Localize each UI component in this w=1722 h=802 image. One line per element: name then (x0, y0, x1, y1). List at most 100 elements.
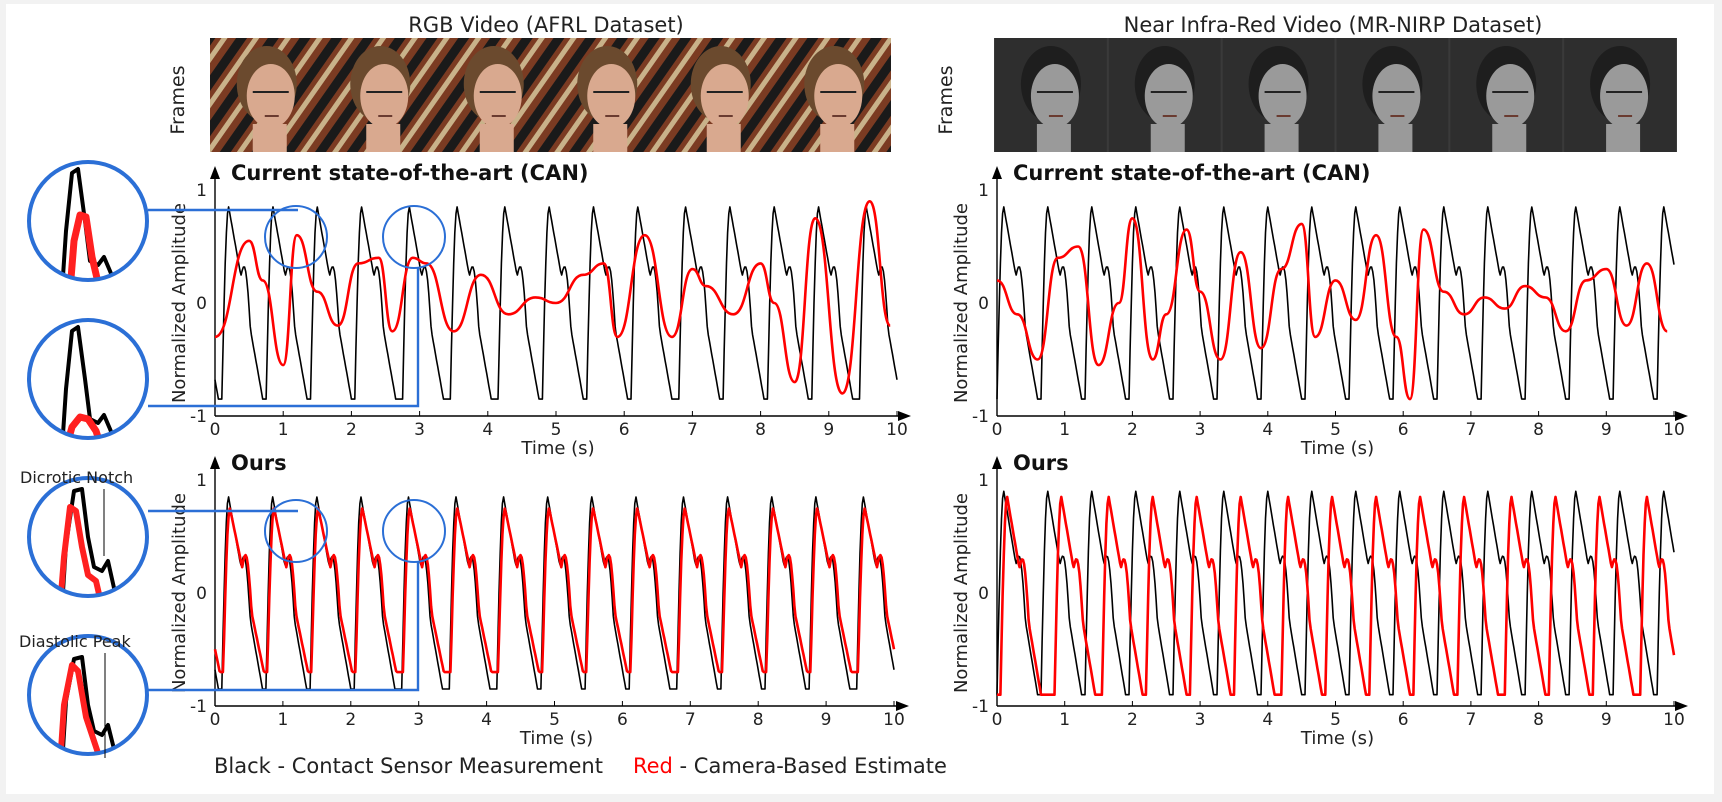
x-axis-label: Time (s) (1300, 728, 1374, 749)
frame-thumbnail (236, 46, 297, 152)
magnifier-inset (27, 476, 149, 598)
frame-thumbnail (577, 46, 638, 152)
left-frames-label: Frames (167, 65, 189, 134)
x-tick-label: 5 (1330, 420, 1341, 440)
y-tick-label: 1 (978, 471, 989, 491)
legend: Black - Contact Sensor Measurement Red - … (214, 754, 947, 778)
frame-thumbnail (463, 46, 524, 152)
y-tick-label: -1 (972, 697, 989, 717)
x-tick-label: 8 (755, 420, 766, 440)
x-tick-label: 10 (1663, 710, 1685, 730)
x-tick-label: 0 (992, 710, 1003, 730)
x-tick-label: 7 (687, 420, 698, 440)
legend-red-text: - Camera-Based Estimate (673, 754, 947, 778)
x-axis-label: Time (s) (1300, 438, 1374, 459)
legend-black-text: - Contact Sensor Measurement (271, 754, 603, 778)
x-axis-arrow (896, 701, 909, 711)
y-tick-label: 0 (196, 584, 207, 604)
x-tick-label: 3 (1195, 710, 1206, 730)
figure-svg: RGB Video (AFRL Dataset) Near Infra-Red … (19, 13, 1688, 778)
frame-thumbnail (804, 46, 865, 152)
nir-frames-strip (994, 38, 1677, 152)
frame-thumbnail (1222, 38, 1335, 152)
x-tick-label: 6 (619, 420, 630, 440)
x-tick-label: 1 (277, 710, 288, 730)
x-tick-label: 5 (551, 420, 562, 440)
contact-sensor-series (996, 490, 1675, 696)
magnifier-inset (27, 634, 149, 756)
x-tick-label: 10 (886, 420, 908, 440)
x-tick-label: 10 (1663, 420, 1685, 440)
y-tick-label: -1 (190, 697, 207, 717)
x-axis-arrow (1675, 701, 1688, 711)
x-tick-label: 2 (346, 420, 357, 440)
right-column-title: Near Infra-Red Video (MR-NIRP Dataset) (1124, 13, 1543, 37)
x-tick-label: 8 (1533, 710, 1544, 730)
y-axis-arrow (210, 456, 220, 469)
x-tick-label: 2 (1127, 710, 1138, 730)
y-axis-arrow (210, 166, 220, 179)
zoom-circle (264, 499, 328, 563)
x-tick-label: 3 (413, 710, 424, 730)
x-tick-label: 7 (1465, 710, 1476, 730)
x-tick-label: 3 (1195, 420, 1206, 440)
x-tick-label: 5 (549, 710, 560, 730)
x-axis-label: Time (s) (519, 728, 593, 749)
y-axis-arrow (992, 166, 1002, 179)
frame-thumbnail (995, 38, 1107, 152)
chart-title: Current state-of-the-art (CAN) (1013, 161, 1371, 185)
frame-thumbnail (1108, 38, 1221, 152)
x-tick-label: 1 (1059, 420, 1070, 440)
x-axis-arrow (1675, 411, 1688, 421)
x-tick-label: 2 (1127, 420, 1138, 440)
x-tick-label: 6 (1398, 710, 1409, 730)
magnifier-inset (27, 160, 149, 282)
figure-panel: RGB Video (AFRL Dataset) Near Infra-Red … (6, 4, 1714, 794)
x-tick-label: 6 (617, 710, 628, 730)
y-tick-label: 1 (196, 471, 207, 491)
x-tick-label: 5 (1330, 710, 1341, 730)
y-axis-arrow (992, 456, 1002, 469)
contact-sensor-series (214, 206, 898, 400)
camera-estimate-series (214, 200, 892, 395)
x-tick-label: 0 (210, 420, 221, 440)
x-tick-label: 0 (992, 420, 1003, 440)
legend-red-key: Red (633, 754, 673, 778)
x-tick-label: 1 (278, 420, 289, 440)
right-frames-label: Frames (935, 65, 957, 134)
x-tick-label: 4 (1262, 710, 1273, 730)
magnifier-ring (27, 318, 149, 440)
camera-estimate-series (213, 507, 896, 674)
x-tick-label: 10 (883, 710, 905, 730)
zoom-connectors (148, 205, 446, 692)
y-axis-label: Normalized Amplitude (169, 203, 190, 403)
camera-estimate-series (996, 495, 1676, 696)
y-tick-label: 0 (978, 584, 989, 604)
magnifier-insets (27, 160, 149, 756)
magnifier-ring (27, 476, 149, 598)
x-tick-label: 8 (1533, 420, 1544, 440)
y-tick-label: 1 (978, 181, 989, 201)
frame-thumbnail (1450, 38, 1563, 152)
x-tick-label: 6 (1398, 420, 1409, 440)
x-tick-label: 4 (1262, 420, 1273, 440)
x-tick-label: 3 (414, 420, 425, 440)
y-tick-label: 1 (196, 181, 207, 201)
left-column-title: RGB Video (AFRL Dataset) (408, 13, 684, 37)
chart-title: Current state-of-the-art (CAN) (231, 161, 589, 185)
zoom-circle (382, 499, 446, 563)
y-axis-label: Normalized Amplitude (951, 203, 972, 403)
x-tick-label: 1 (1059, 710, 1070, 730)
contact-sensor-series (996, 206, 1675, 400)
camera-estimate-series (996, 217, 1668, 401)
x-tick-label: 0 (210, 710, 221, 730)
zoom-circle (382, 205, 446, 269)
frame-thumbnail (690, 46, 751, 152)
y-tick-label: -1 (972, 407, 989, 427)
x-tick-label: 9 (821, 710, 832, 730)
y-tick-label: 0 (978, 294, 989, 314)
